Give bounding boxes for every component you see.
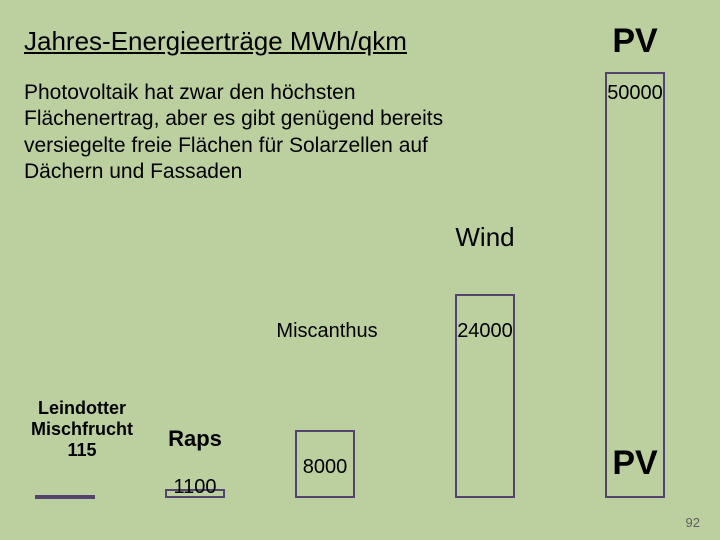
bar-label-pv: PV [590, 22, 680, 61]
bar-label-leindotter: Leindotter Mischfrucht 115 [22, 398, 142, 461]
bar-label-wind: Wind [435, 222, 535, 253]
bar-value-miscanthus: 8000 [295, 456, 355, 479]
bar-value-raps: 1100 [165, 476, 225, 499]
bar-value-wind: 24000 [445, 320, 525, 343]
bar-leindotter [35, 495, 95, 499]
bar-label-raps: Raps [150, 426, 240, 452]
chart-title: Jahres-Energieerträge MWh/qkm [24, 26, 407, 57]
page-number: 92 [686, 515, 700, 530]
chart-description: Photovoltaik hat zwar den höchsten Fläch… [24, 80, 444, 185]
bar-label-miscanthus: Miscanthus [252, 320, 402, 343]
bar-label-secondary-pv: PV [590, 444, 680, 483]
bar-pv [605, 72, 665, 498]
bar-value-pv: 50000 [595, 82, 675, 105]
